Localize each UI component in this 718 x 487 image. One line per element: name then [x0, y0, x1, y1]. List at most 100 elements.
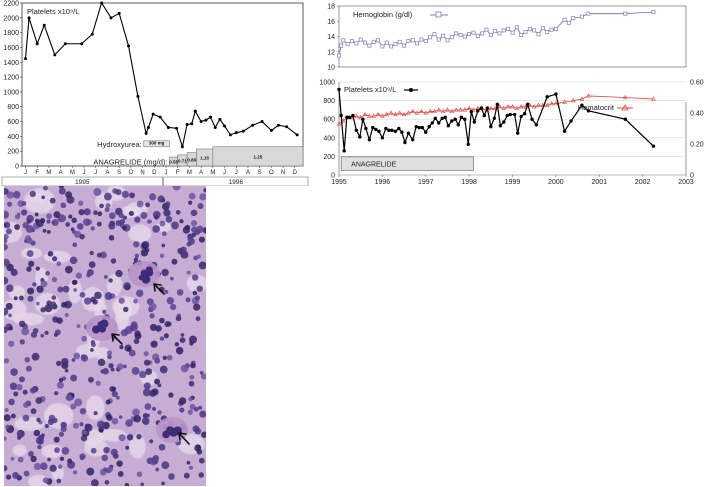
data-point [354, 128, 359, 133]
data-point [488, 33, 493, 37]
data-point [534, 123, 539, 127]
data-point [449, 108, 455, 114]
month-label: M [210, 170, 215, 176]
data-point [276, 123, 280, 127]
year-box [163, 176, 309, 186]
data-point [471, 107, 476, 112]
data-point [462, 34, 467, 39]
data-point [363, 40, 367, 45]
data-point [109, 16, 113, 20]
svg-text:Hemoglobin (g/dl): Hemoglobin (g/dl) [353, 10, 413, 19]
y-tick-label: 12 [327, 49, 335, 56]
data-point [376, 38, 380, 43]
data-point [371, 125, 375, 130]
year-label: 1996 [229, 179, 244, 186]
x-tick-label: 2001 [591, 179, 607, 186]
data-point [337, 87, 341, 92]
month-label: N [281, 170, 285, 176]
data-point [469, 110, 473, 114]
data-point [402, 43, 407, 48]
data-point [493, 29, 498, 34]
data-point [502, 120, 506, 124]
data-point [228, 133, 232, 137]
month-label: J [83, 170, 86, 176]
month-label: S [258, 170, 262, 176]
data-point [420, 125, 424, 130]
data-point [525, 102, 530, 107]
data-point [459, 115, 464, 120]
data-point [505, 113, 509, 118]
data-point [536, 32, 541, 37]
data-point [531, 104, 537, 109]
y-tick-label: 10 [327, 65, 335, 72]
data-point [432, 32, 437, 37]
data-point [358, 135, 362, 139]
x-tick-label: 1996 [375, 179, 391, 186]
data-point [410, 108, 416, 114]
y-tick-label: 200 [323, 154, 335, 161]
x-tick-label: 2003 [678, 179, 694, 186]
data-point [489, 124, 493, 129]
data-point [456, 123, 460, 127]
data-point [90, 32, 94, 36]
data-point [562, 17, 567, 22]
data-point [389, 44, 393, 49]
data-point [471, 30, 476, 35]
data-point [393, 111, 398, 117]
month-label: S [117, 170, 121, 176]
x-tick-label: 1998 [461, 179, 477, 186]
data-point [80, 42, 84, 46]
y-axis: 0 200 400 600 800 1000 1200 1400 1600 1800 2000 220… [3, 1, 22, 171]
data-point [512, 112, 517, 117]
data-point [380, 113, 385, 118]
data-point [479, 106, 483, 110]
data-point [251, 123, 255, 127]
y-tick-label: 1000 [319, 80, 335, 87]
data-point [63, 42, 67, 46]
data-point [458, 107, 463, 112]
data-point [358, 37, 363, 42]
data-point [175, 126, 179, 130]
data-point [428, 35, 433, 40]
data-point [519, 114, 523, 119]
data-point [440, 116, 444, 120]
data-point [146, 125, 150, 129]
data-point [393, 129, 398, 133]
y-tick-label: 1200 [3, 75, 19, 82]
data-point [419, 108, 424, 114]
data-point [406, 131, 411, 135]
data-point [545, 29, 550, 34]
data-point [566, 20, 571, 25]
y-tick-label: 1000 [3, 89, 19, 96]
data-point [42, 23, 46, 27]
treatment-bars: Hydroxyurea: 300 mg ANAGRELIDE (mg/d): 0.58… [93, 140, 304, 167]
y-tick-label: 800 [323, 98, 335, 105]
data-point [414, 110, 420, 115]
month-label: M [46, 170, 51, 176]
y-tick-label: 14 [327, 34, 335, 41]
data-point [295, 133, 299, 137]
data-point [495, 102, 500, 107]
data-point [127, 44, 131, 48]
month-label: M [187, 170, 192, 176]
data-point [361, 117, 365, 121]
hydroxyurea-bar [143, 140, 170, 148]
year-box [1, 176, 163, 186]
data-point [367, 137, 372, 142]
y-tick-label: 0 [331, 173, 335, 180]
data-point [579, 14, 584, 19]
data-point [348, 115, 352, 120]
data-point [336, 121, 342, 126]
y2-tick-label: 0.40 [690, 111, 704, 118]
x-tick-label: 2000 [548, 179, 564, 186]
data-point [414, 124, 418, 129]
anagrelide-bar: ANAGRELIDE [340, 156, 474, 171]
y-tick-label: 1400 [3, 60, 19, 67]
data-point [185, 123, 189, 127]
data-point [549, 27, 554, 32]
data-point [136, 94, 140, 98]
data-point [390, 128, 394, 133]
x-tick-label: 1999 [505, 179, 521, 186]
data-point [432, 108, 437, 114]
y-tick-label: 1800 [3, 30, 19, 37]
